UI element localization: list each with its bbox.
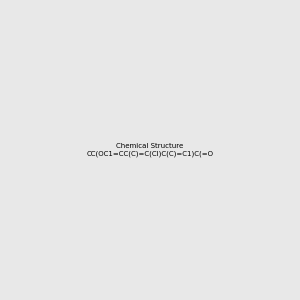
Text: Chemical Structure
CC(OC1=CC(C)=C(Cl)C(C)=C1)C(=O: Chemical Structure CC(OC1=CC(C)=C(Cl)C(C… [86,143,214,157]
